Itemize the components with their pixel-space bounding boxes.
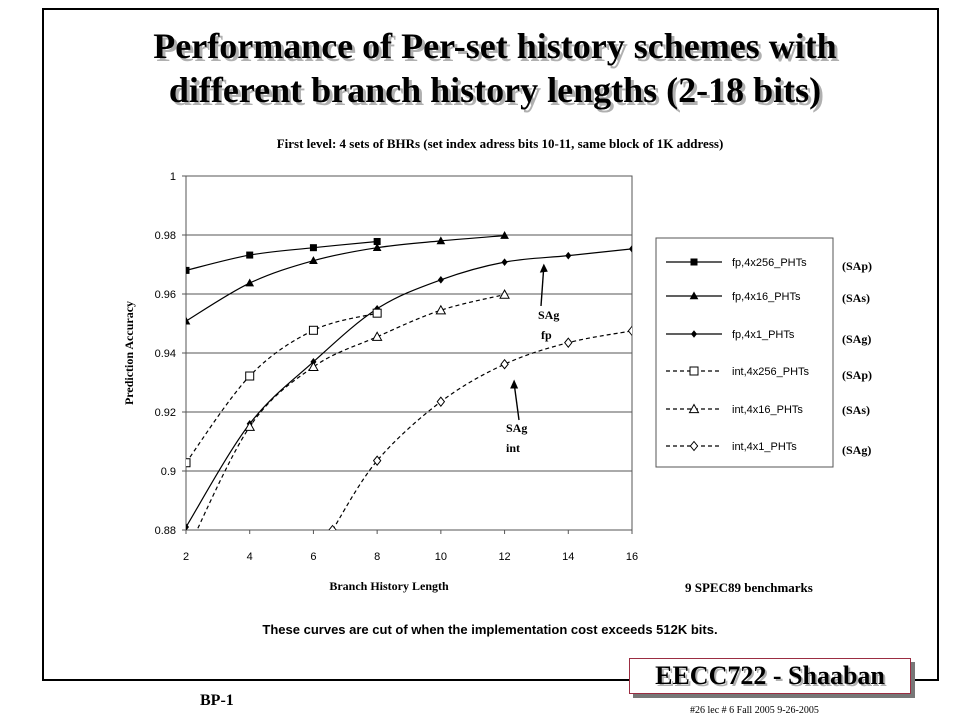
y-tick-label: 0.98 — [155, 230, 176, 242]
legend-scheme-tag: (SAs) — [842, 291, 870, 305]
slide-title: Performance of Per-set history schemes w… — [70, 24, 920, 112]
annotation-arrowhead-fp — [539, 263, 548, 273]
legend-marker — [688, 403, 700, 414]
data-point — [309, 256, 318, 264]
chart-caption: These curves are cut of when the impleme… — [262, 622, 718, 637]
legend-box — [655, 237, 834, 468]
legend-label: int,4x256_PHTs — [732, 366, 810, 378]
legend-marker — [690, 330, 698, 338]
y-tick-label: 0.96 — [155, 289, 176, 301]
y-axis-label: Prediction Accuracy — [122, 301, 136, 405]
data-point — [245, 278, 255, 287]
legend-label: fp,4x256_PHTs — [732, 257, 807, 269]
legend-scheme-tag: (SAs) — [842, 403, 870, 417]
series-fp-4x256-phts — [186, 237, 381, 274]
data-point — [499, 289, 510, 299]
annotation-arrow-int — [513, 383, 520, 421]
series-group — [186, 231, 632, 530]
annotation-sag-int-line2: int — [506, 441, 520, 455]
data-point — [565, 251, 572, 260]
data-point — [501, 258, 508, 266]
data-point — [308, 325, 318, 335]
title-line-2: different branch history lengths (2-18 b… — [168, 70, 822, 110]
title-line-1: Performance of Per-set history schemes w… — [153, 26, 837, 66]
data-point — [308, 361, 319, 371]
y-tick-label: 0.9 — [161, 466, 176, 478]
annotation-sag-fp-line2: fp — [541, 328, 552, 342]
data-point — [244, 421, 256, 431]
data-point — [186, 266, 190, 274]
data-point — [500, 358, 509, 370]
data-point — [186, 523, 190, 530]
data-point — [309, 244, 317, 252]
data-point — [627, 325, 632, 337]
legend-scheme-tag: (SAg) — [842, 443, 871, 457]
y-tick-label: 1 — [170, 171, 176, 183]
data-point — [186, 316, 191, 325]
chart-subtitle: First level: 4 sets of BHRs (set index a… — [276, 136, 724, 151]
y-tick-label: 0.92 — [155, 407, 176, 419]
x-tick-label: 4 — [247, 551, 253, 563]
x-tick-label: 12 — [498, 551, 510, 563]
legend-label: int,4x16_PHTs — [732, 404, 803, 416]
x-tick-label: 14 — [562, 551, 574, 563]
data-point — [436, 396, 446, 407]
series-int-4x256-phts — [186, 308, 382, 468]
legend-label: fp,4x16_PHTs — [732, 291, 801, 303]
legend-scheme-tag: (SAp) — [842, 259, 872, 273]
y-tick-label: 0.94 — [155, 348, 176, 360]
data-point — [437, 276, 444, 284]
annotation-arrowhead-int — [510, 379, 519, 389]
annotation-sag-fp-line1: SAg — [538, 308, 559, 322]
annotation-sag-int-line1: SAg — [506, 421, 527, 435]
annotation-arrow-fp — [540, 266, 545, 307]
series-line — [186, 240, 378, 271]
legend-label: fp,4x1_PHTs — [732, 329, 795, 341]
data-point — [186, 458, 191, 468]
x-axis-label: Branch History Length — [329, 579, 449, 593]
series-int-4x16-phts — [196, 289, 510, 530]
legend-marker — [690, 258, 698, 266]
course-badge: EECC722 - Shaaban — [629, 658, 911, 694]
legend-scheme-tag: (SAg) — [842, 332, 871, 346]
benchmarks-note: 9 SPEC89 benchmarks — [685, 580, 813, 595]
x-tick-label: 2 — [183, 551, 189, 563]
data-point — [372, 455, 382, 466]
data-point — [372, 243, 382, 251]
data-point — [564, 337, 573, 348]
slide-id: BP-1 — [200, 692, 234, 709]
lecture-info: #26 lec # 6 Fall 2005 9-26-2005 — [690, 705, 819, 716]
y-tick-label: 0.88 — [155, 525, 176, 537]
legend-marker — [689, 366, 699, 376]
x-tick-label: 16 — [626, 551, 638, 563]
x-tick-label: 10 — [435, 551, 447, 563]
series-fp-4x16-phts — [186, 231, 509, 325]
series-line — [186, 312, 378, 464]
data-point — [500, 231, 509, 239]
x-tick-label: 6 — [310, 551, 316, 563]
data-point — [436, 236, 446, 245]
series-int-4x1-phts — [328, 325, 632, 530]
data-point — [435, 304, 447, 315]
data-point — [246, 251, 254, 259]
legend-marker — [689, 440, 699, 452]
data-point — [245, 371, 255, 381]
legend-scheme-tag: (SAp) — [842, 368, 872, 382]
legend-label: int,4x1_PHTs — [732, 441, 797, 453]
legend-marker — [689, 291, 699, 300]
x-tick-label: 8 — [374, 551, 380, 563]
slide-frame — [42, 8, 939, 681]
data-point — [328, 524, 337, 530]
data-point — [372, 308, 382, 318]
data-point — [371, 331, 383, 341]
series-line — [332, 330, 632, 530]
data-point — [628, 245, 632, 253]
